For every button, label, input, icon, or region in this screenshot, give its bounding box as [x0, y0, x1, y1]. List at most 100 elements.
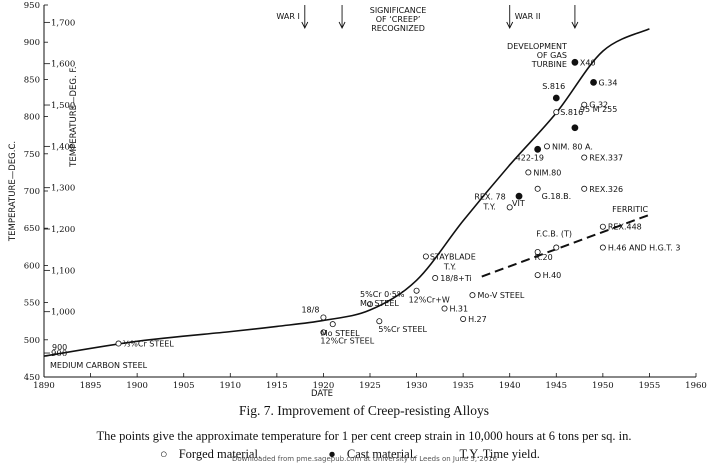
y-tick-label-f: 1,200	[51, 225, 75, 235]
x-tick-label: 1910	[219, 381, 241, 391]
y-tick-label-c: 750	[24, 150, 40, 160]
event-label-war1: WAR I	[276, 12, 299, 21]
forged-point	[441, 305, 448, 312]
point-label: REX.448	[608, 223, 642, 232]
y-tick-label-c: 700	[24, 187, 40, 197]
y-tick-label-f: 1,000	[51, 308, 75, 318]
point-label: 95 M 255	[580, 105, 617, 114]
arrow-head-icon	[506, 21, 514, 30]
y-tick-label-c: 550	[24, 299, 40, 309]
open-circle-icon: ○	[160, 447, 168, 461]
event-label-creep: RECOGNIZED	[371, 24, 425, 33]
x-tick-label: 1925	[359, 381, 381, 391]
forged-point	[534, 249, 541, 256]
point-label: 12%Cr+W	[409, 296, 450, 305]
forged-point	[553, 244, 560, 251]
forged-point	[422, 253, 429, 260]
event-label-gas-turbine: OF GAS	[537, 51, 567, 60]
ticks: 1890 1895 1900 1905 1910 1915 1920 1925 1930 1935…	[8, 1, 707, 399]
data-points	[115, 58, 606, 347]
arrow-head-icon	[301, 21, 309, 30]
point-label: REX.326	[589, 185, 623, 194]
arrow-head-icon	[338, 21, 346, 30]
ferritic-label: FERRITIC	[612, 205, 648, 214]
forged-point	[320, 329, 327, 336]
cast-point	[515, 192, 523, 200]
forged-point	[376, 318, 383, 325]
x-tick-label: 1895	[80, 381, 102, 391]
x-tick-label: 1900	[126, 381, 148, 391]
cast-point	[590, 78, 597, 86]
forged-point	[599, 244, 606, 251]
y-tick-label-c: 850	[24, 75, 40, 85]
cast-point	[571, 58, 579, 66]
point-label: 422-19	[516, 153, 544, 162]
y-tick-label-f: 1,700	[51, 18, 75, 28]
point-label: H.31	[450, 305, 469, 314]
figure-title: Fig. 7. Improvement of Creep-resisting A…	[238, 403, 490, 418]
point-label: T.Y.	[482, 202, 495, 211]
event-label-creep: SIGNIFICANCE	[370, 6, 427, 15]
legend-cast: Cast material.	[346, 447, 417, 461]
point-label: 5%Cr 0·5%	[360, 290, 405, 299]
forged-point	[115, 340, 122, 347]
point-label: H.46 AND H.G.T. 3	[608, 244, 681, 253]
forged-point	[413, 287, 420, 294]
y-tick-label-f: 1,300	[51, 184, 75, 194]
point-label: 18/8+Ti	[440, 274, 472, 283]
x-tick-label: 1890	[33, 381, 55, 391]
legend-forged: Forged material.	[178, 447, 262, 461]
base-temp-label: 900	[52, 343, 67, 352]
download-watermark: Downloaded from pme.sagepub.com at Unive…	[232, 455, 498, 463]
y-tick-label-f: 1,600	[51, 60, 75, 70]
forged-point	[581, 101, 588, 108]
x-tick-label: 1935	[452, 381, 474, 391]
ferritic-trend-line	[481, 213, 650, 278]
forged-point	[432, 275, 439, 282]
point-label: NIM. 80 A.	[552, 142, 593, 151]
point-label: 5%Cr STEEL	[378, 325, 427, 334]
point-label: NIM.80	[533, 168, 561, 177]
forged-point	[469, 292, 476, 299]
medium-carbon-label: MEDIUM CARBON STEEL	[50, 361, 148, 370]
x-tick-label: 1960	[685, 381, 707, 391]
point-label: Mo STEEL	[321, 329, 360, 338]
y-tick-label-c: 950	[24, 1, 40, 11]
point-label: REX.337	[589, 154, 623, 163]
point-label: Mo-V STEEL	[477, 291, 524, 300]
x-tick-label: 1940	[499, 381, 521, 391]
forged-point	[581, 154, 588, 161]
point-label: Mo STEEL	[360, 299, 399, 308]
point-label: F.C.B. (T)	[536, 230, 572, 239]
point-label: X40	[580, 58, 596, 67]
forged-point	[506, 204, 513, 211]
point-label: ⅔%Cr STEEL	[123, 340, 175, 349]
forged-point	[534, 185, 541, 192]
point-label: S.816	[542, 82, 565, 91]
y-axis-label-c: TEMPERATURE—DEG.C.	[8, 141, 18, 242]
forged-point	[581, 185, 588, 192]
point-label: 18/8	[301, 305, 319, 314]
forged-point	[320, 314, 327, 321]
y-tick-label-f: 1,500	[51, 101, 75, 111]
y-tick-label-c: 650	[24, 224, 40, 234]
x-tick-label: 1905	[173, 381, 195, 391]
y-tick-label-f: 1,100	[51, 266, 75, 276]
cast-point	[571, 124, 579, 132]
point-label: G.18.B.	[542, 192, 572, 201]
point-label: REX. 78	[474, 192, 505, 201]
y-tick-label-c: 500	[24, 336, 40, 346]
point-label: R.20	[535, 253, 553, 262]
point-label: H.40	[543, 271, 562, 280]
creep-chart: 1890 1895 1900 1905 1910 1915 1920 1925 1930 1935…	[8, 1, 707, 399]
event-label-gas-turbine: DEVELOPMENT	[507, 42, 567, 51]
x-axis-label: DATE	[311, 389, 333, 399]
point-label: S.816	[560, 108, 583, 117]
figure-legend: ○ Forged material. ● Cast material. T.Y.…	[160, 447, 720, 462]
point-label: STAYBLADE	[430, 252, 476, 261]
y-tick-label-c: 900	[24, 38, 40, 48]
forged-point	[366, 301, 373, 308]
event-label-creep: OF ‘CREEP’	[376, 15, 421, 24]
